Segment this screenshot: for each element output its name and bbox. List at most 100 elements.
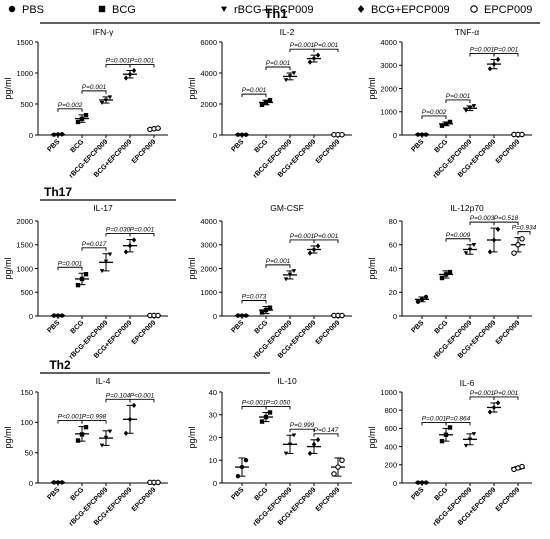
- legend-label: EPCP009: [484, 4, 532, 16]
- p-value-label: P=0.001: [422, 415, 447, 422]
- data-point: [487, 249, 493, 255]
- y-axis-label: pg/ml: [187, 426, 197, 448]
- data-point: [463, 443, 469, 448]
- data-point: [439, 123, 445, 128]
- y-tick-label: 50: [25, 448, 33, 457]
- y-tick-label: 2000: [200, 264, 217, 273]
- group-label: Th17: [44, 185, 72, 199]
- significance-bracket: [57, 420, 83, 424]
- data-point: [283, 78, 289, 83]
- data-point: [335, 464, 341, 470]
- data-point: [55, 480, 61, 485]
- y-tick-label: 20: [209, 433, 217, 442]
- data-point: [447, 269, 453, 275]
- p-value-label: P<0.001: [58, 414, 83, 421]
- x-tick-label: EPCP009: [131, 319, 158, 346]
- data-point: [267, 97, 273, 103]
- y-tick-label: 40: [209, 388, 217, 397]
- data-point: [311, 55, 317, 61]
- y-tick-label: 2000: [200, 100, 217, 109]
- data-point: [103, 435, 109, 440]
- data-point: [127, 71, 133, 77]
- significance-bracket: [241, 300, 267, 304]
- data-point: [495, 400, 501, 406]
- legend-item: rBCG-EPCP009: [221, 4, 313, 16]
- data-point: [263, 307, 269, 313]
- x-tick-label: BCG: [253, 138, 269, 154]
- y-tick-label: 0: [393, 312, 397, 321]
- data-point: [235, 313, 241, 318]
- data-point: [419, 480, 425, 485]
- data-point: [515, 242, 521, 248]
- y-tick-label: 1500: [16, 241, 33, 250]
- x-tick-label: BCG: [433, 138, 449, 154]
- x-tick-label: PBS: [410, 319, 425, 334]
- data-point: [471, 104, 477, 109]
- x-tick-label: EPCP009: [315, 138, 342, 165]
- chart-title: TNF-α: [455, 27, 479, 37]
- y-tick-label: 20: [389, 288, 397, 297]
- data-point: [311, 246, 317, 253]
- data-point: [243, 132, 249, 137]
- x-tick-label: PBS: [46, 486, 61, 501]
- y-tick-label: 400: [384, 442, 397, 451]
- data-point: [307, 450, 313, 457]
- data-point: [79, 432, 85, 437]
- p-value-label: P=0.009: [446, 232, 471, 239]
- significance-bracket: [265, 66, 291, 70]
- data-point: [127, 416, 133, 422]
- y-axis-label: pg/ml: [367, 426, 377, 448]
- data-point: [519, 131, 525, 138]
- y-tick-label: 4000: [380, 38, 397, 47]
- chart-title: IL-2: [280, 27, 295, 37]
- data-point: [311, 441, 317, 447]
- data-point: [155, 479, 161, 486]
- data-point: [123, 249, 129, 255]
- significance-bracket: [57, 108, 83, 112]
- legend-item: EPCP009: [470, 4, 532, 16]
- x-tick-label: BCG: [253, 319, 269, 335]
- data-point: [59, 480, 65, 485]
- data-point: [415, 480, 421, 485]
- chart-title: IL-4: [96, 376, 111, 386]
- data-point: [239, 464, 245, 470]
- data-point: [315, 437, 321, 443]
- data-point: [423, 294, 429, 300]
- significance-bracket: [445, 99, 471, 103]
- data-point: [59, 132, 65, 137]
- legend-label: PBS: [22, 4, 44, 16]
- y-tick-label: 0: [393, 479, 397, 488]
- data-point: [79, 276, 85, 282]
- p-value-label: P=0.147: [314, 427, 339, 434]
- x-tick-label: BCG: [433, 319, 449, 335]
- p-value-label: P=0.001: [290, 233, 315, 240]
- data-point: [51, 132, 57, 137]
- y-tick-label: 1000: [380, 108, 397, 117]
- significance-bracket: [241, 406, 267, 410]
- data-point: [467, 437, 473, 442]
- data-point: [267, 305, 273, 310]
- data-point: [315, 52, 321, 58]
- data-point: [243, 458, 249, 463]
- y-tick-label: 1000: [200, 288, 217, 297]
- data-point: [283, 451, 289, 456]
- significance-bracket: [289, 428, 315, 433]
- p-value-label: P=0.001: [470, 390, 495, 397]
- data-point: [99, 101, 105, 105]
- data-point: [491, 61, 497, 67]
- data-point: [239, 313, 245, 318]
- y-tick-label: 0: [213, 312, 217, 321]
- data-point: [55, 313, 61, 318]
- p-value-label: P=0.518: [494, 215, 519, 222]
- chart-title: GM-CSF: [270, 203, 304, 213]
- y-tick-label: 1000: [16, 69, 33, 78]
- x-tick-label: EPCP009: [131, 138, 158, 165]
- data-point: [263, 414, 269, 420]
- y-tick-label: 80: [389, 217, 397, 226]
- y-tick-label: 30: [209, 411, 217, 420]
